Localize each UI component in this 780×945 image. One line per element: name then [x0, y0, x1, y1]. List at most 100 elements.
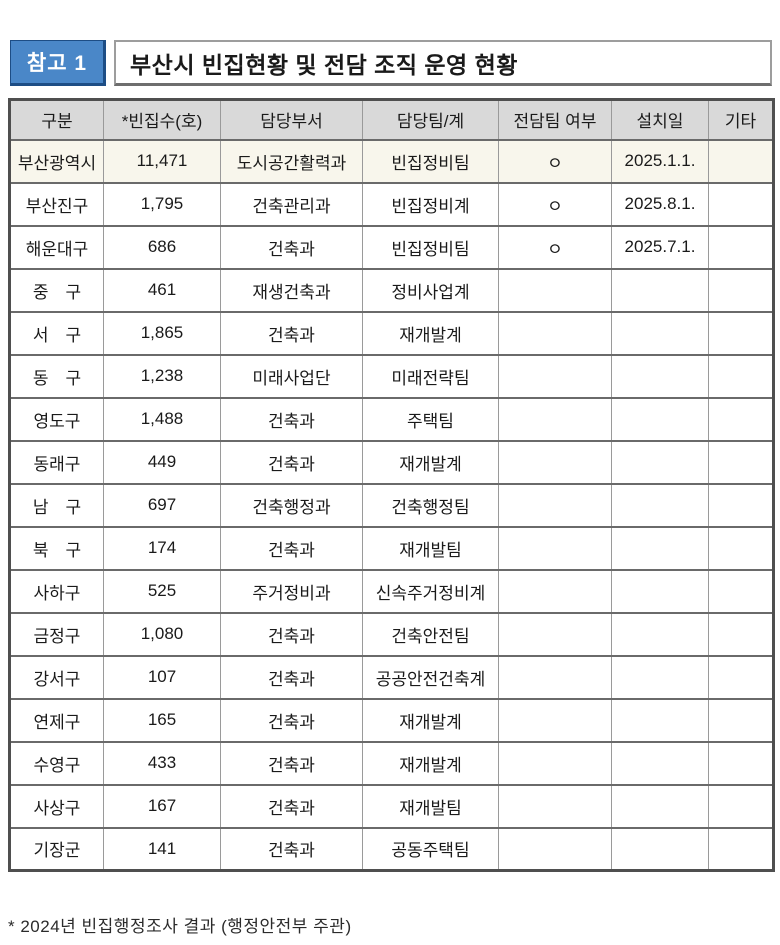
- table-row: 기장군 141 건축과 공동주택팀: [9, 826, 774, 872]
- install-date-cell: 2025.7.1.: [611, 224, 709, 270]
- vacant-count-cell: 141: [103, 826, 221, 872]
- team-cell: 재개발팀: [362, 525, 499, 571]
- team-cell: 재개발계: [362, 310, 499, 356]
- district-cell: 금정구: [9, 611, 104, 657]
- district-cell: 사상구: [9, 783, 104, 829]
- vacant-count-cell: 461: [103, 267, 221, 313]
- page-title: 부산시 빈집현황 및 전담 조직 운영 현황: [130, 51, 518, 78]
- install-date-cell: [611, 482, 709, 528]
- column-header: *빈집수(호): [103, 98, 221, 141]
- etc-cell: [708, 611, 774, 657]
- column-header: 담당부서: [220, 98, 363, 141]
- department-cell: 주거정비과: [220, 568, 363, 614]
- dedicated-team-cell: [498, 654, 612, 700]
- vacant-count-cell: 107: [103, 654, 221, 700]
- dedicated-team-cell: [498, 482, 612, 528]
- table-row: 강서구 107 건축과 공공안전건축계: [9, 654, 774, 700]
- install-date-cell: [611, 310, 709, 356]
- table-row: 영도구 1,488 건축과 주택팀: [9, 396, 774, 442]
- table-body: 부산광역시 11,471 도시공간활력과 빈집정비팀 ㅇ 2025.1.1. 부…: [9, 138, 774, 872]
- vacant-count-cell: 686: [103, 224, 221, 270]
- dedicated-team-cell: [498, 826, 612, 872]
- install-date-cell: [611, 267, 709, 313]
- department-cell: 미래사업단: [220, 353, 363, 399]
- column-header: 전담팀 여부: [498, 98, 612, 141]
- table-row: 연제구 165 건축과 재개발계: [9, 697, 774, 743]
- install-date-cell: [611, 740, 709, 786]
- vacant-count-cell: 174: [103, 525, 221, 571]
- vacant-count-cell: 697: [103, 482, 221, 528]
- team-cell: 재개발계: [362, 697, 499, 743]
- team-cell: 재개발계: [362, 740, 499, 786]
- etc-cell: [708, 267, 774, 313]
- district-cell: 동 구: [9, 353, 104, 399]
- column-header: 담당팀/계: [362, 98, 499, 141]
- district-cell: 동래구: [9, 439, 104, 485]
- team-cell: 빈집정비팀: [362, 138, 499, 184]
- etc-cell: [708, 783, 774, 829]
- install-date-cell: [611, 611, 709, 657]
- district-cell: 수영구: [9, 740, 104, 786]
- team-cell: 정비사업계: [362, 267, 499, 313]
- document-header: 참고 1 부산시 빈집현황 및 전담 조직 운영 현황: [10, 40, 772, 86]
- install-date-cell: [611, 353, 709, 399]
- etc-cell: [708, 482, 774, 528]
- dedicated-team-cell: [498, 525, 612, 571]
- column-header: 구분: [9, 98, 104, 141]
- vacant-count-cell: 11,471: [103, 138, 221, 184]
- vacant-count-cell: 165: [103, 697, 221, 743]
- vacant-count-cell: 1,865: [103, 310, 221, 356]
- district-cell: 기장군: [9, 826, 104, 872]
- team-cell: 재개발계: [362, 439, 499, 485]
- district-cell: 부산진구: [9, 181, 104, 227]
- district-cell: 서 구: [9, 310, 104, 356]
- etc-cell: [708, 525, 774, 571]
- table-row: 수영구 433 건축과 재개발계: [9, 740, 774, 786]
- department-cell: 건축과: [220, 525, 363, 571]
- district-cell: 중 구: [9, 267, 104, 313]
- dedicated-team-cell: ㅇ: [498, 138, 612, 184]
- department-cell: 건축과: [220, 783, 363, 829]
- district-cell: 강서구: [9, 654, 104, 700]
- etc-cell: [708, 181, 774, 227]
- table-row: 부산진구 1,795 건축관리과 빈집정비계 ㅇ 2025.8.1.: [9, 181, 774, 227]
- table-row: 동래구 449 건축과 재개발계: [9, 439, 774, 485]
- install-date-cell: [611, 826, 709, 872]
- dedicated-team-cell: [498, 353, 612, 399]
- table-row: 중 구 461 재생건축과 정비사업계: [9, 267, 774, 313]
- team-cell: 건축안전팀: [362, 611, 499, 657]
- etc-cell: [708, 396, 774, 442]
- district-cell: 부산광역시: [9, 138, 104, 184]
- dedicated-team-cell: [498, 439, 612, 485]
- install-date-cell: 2025.8.1.: [611, 181, 709, 227]
- table-row: 사하구 525 주거정비과 신속주거정비계: [9, 568, 774, 614]
- team-cell: 빈집정비팀: [362, 224, 499, 270]
- dedicated-team-cell: [498, 310, 612, 356]
- install-date-cell: [611, 396, 709, 442]
- dedicated-team-cell: [498, 267, 612, 313]
- vacant-count-cell: 525: [103, 568, 221, 614]
- department-cell: 건축관리과: [220, 181, 363, 227]
- dedicated-team-cell: [498, 611, 612, 657]
- vacant-house-status-table: 구분 *빈집수(호) 담당부서 담당팀/계 전담팀 여부 설치일 기타 부산광역시 11,4…: [8, 98, 775, 872]
- team-cell: 신속주거정비계: [362, 568, 499, 614]
- table-row: 부산광역시 11,471 도시공간활력과 빈집정비팀 ㅇ 2025.1.1.: [9, 138, 774, 184]
- vacant-count-cell: 167: [103, 783, 221, 829]
- department-cell: 건축과: [220, 611, 363, 657]
- team-cell: 미래전략팀: [362, 353, 499, 399]
- team-cell: 공동주택팀: [362, 826, 499, 872]
- dedicated-team-cell: ㅇ: [498, 224, 612, 270]
- install-date-cell: [611, 783, 709, 829]
- dedicated-team-cell: [498, 396, 612, 442]
- dedicated-team-cell: ㅇ: [498, 181, 612, 227]
- district-cell: 영도구: [9, 396, 104, 442]
- reference-badge: 참고 1: [10, 40, 106, 86]
- department-cell: 건축과: [220, 697, 363, 743]
- etc-cell: [708, 310, 774, 356]
- reference-badge-label: 참고 1: [26, 52, 88, 75]
- department-cell: 재생건축과: [220, 267, 363, 313]
- table-row: 금정구 1,080 건축과 건축안전팀: [9, 611, 774, 657]
- table-row: 북 구 174 건축과 재개발팀: [9, 525, 774, 571]
- department-cell: 도시공간활력과: [220, 138, 363, 184]
- department-cell: 건축과: [220, 439, 363, 485]
